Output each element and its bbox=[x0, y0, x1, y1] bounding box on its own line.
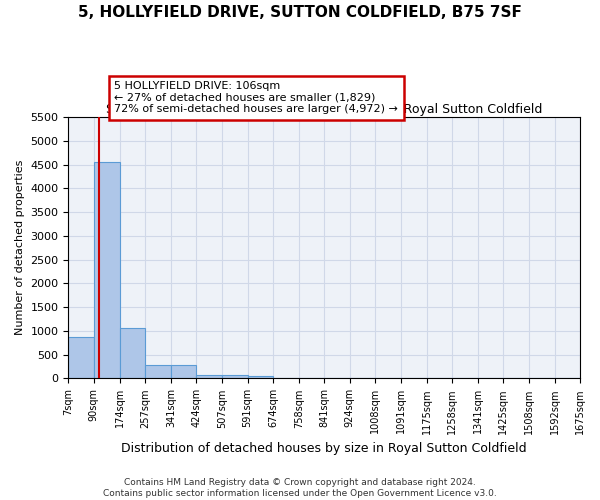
Bar bbox=[119, 328, 145, 378]
Title: Size of property relative to detached houses in Royal Sutton Coldfield: Size of property relative to detached ho… bbox=[106, 103, 542, 116]
Bar bbox=[248, 376, 273, 378]
Bar bbox=[222, 375, 248, 378]
Bar bbox=[196, 374, 222, 378]
Bar bbox=[94, 162, 119, 378]
Bar bbox=[68, 336, 94, 378]
Bar bbox=[145, 364, 171, 378]
Text: 5 HOLLYFIELD DRIVE: 106sqm
← 27% of detached houses are smaller (1,829)
72% of s: 5 HOLLYFIELD DRIVE: 106sqm ← 27% of deta… bbox=[115, 81, 398, 114]
Text: Contains HM Land Registry data © Crown copyright and database right 2024.
Contai: Contains HM Land Registry data © Crown c… bbox=[103, 478, 497, 498]
X-axis label: Distribution of detached houses by size in Royal Sutton Coldfield: Distribution of detached houses by size … bbox=[121, 442, 527, 455]
Bar bbox=[171, 365, 196, 378]
Y-axis label: Number of detached properties: Number of detached properties bbox=[15, 160, 25, 336]
Text: 5, HOLLYFIELD DRIVE, SUTTON COLDFIELD, B75 7SF: 5, HOLLYFIELD DRIVE, SUTTON COLDFIELD, B… bbox=[78, 5, 522, 20]
